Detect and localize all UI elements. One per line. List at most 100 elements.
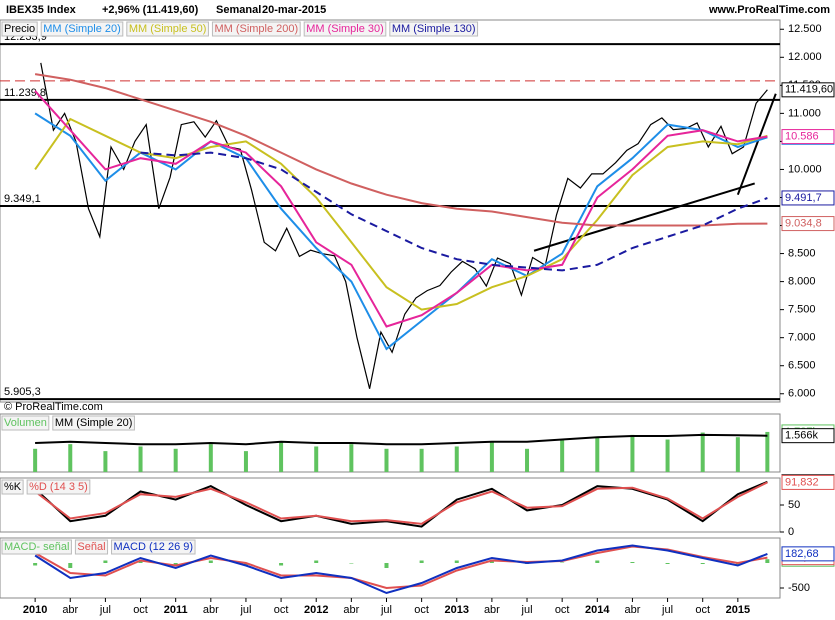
x-tick-label: 2015: [726, 604, 750, 616]
bar: [33, 563, 38, 566]
legend-entry: Precio: [4, 23, 35, 35]
value-label-box: [781, 546, 835, 562]
value-label-box: [781, 129, 835, 145]
bar: [454, 446, 459, 472]
x-tick-label: jul: [380, 604, 392, 616]
bar: [173, 448, 178, 472]
legend-entry: MM (Simple 50): [129, 23, 207, 35]
bar: [349, 444, 354, 472]
legend-entry: %D (14 3 5): [29, 481, 88, 493]
x-tick-label: abr: [203, 604, 219, 616]
value-label: 1.566k: [785, 430, 819, 442]
value-label-box: [781, 216, 835, 232]
x-tick-label: jul: [521, 604, 533, 616]
bar: [765, 431, 770, 472]
legend-entry: %K: [4, 481, 22, 493]
legend-box: [40, 21, 124, 37]
bar: [279, 563, 284, 566]
value-label: 91,832: [785, 476, 819, 488]
bar: [489, 560, 494, 563]
series-line: [35, 433, 768, 446]
bar: [243, 451, 248, 472]
bar: [665, 563, 670, 564]
legend-box: [211, 21, 301, 37]
value-label-box: [781, 82, 835, 98]
legend-box: [303, 21, 387, 37]
panel-frame: [0, 537, 781, 599]
bar: [454, 560, 459, 563]
x-tick-label: jul: [99, 604, 111, 616]
legend-box: [389, 21, 479, 37]
legend-box: [111, 539, 196, 555]
bar: [68, 444, 73, 472]
level-label: 11.239,8: [4, 87, 46, 99]
value-label: 182,68: [785, 548, 819, 560]
bar: [419, 448, 424, 472]
x-tick-label: oct: [274, 604, 289, 616]
series-line: [40, 62, 768, 389]
series-line: [34, 90, 768, 328]
y-tick-label: 6.500: [788, 360, 816, 372]
bar: [560, 439, 565, 472]
bar: [630, 434, 635, 472]
series-line: [34, 544, 768, 595]
legend-entry: MM (Simple 200): [214, 23, 298, 35]
bar: [349, 563, 354, 564]
bar: [208, 560, 213, 563]
x-tick-label: jul: [661, 604, 673, 616]
bar: [735, 437, 740, 472]
legend-box: [1, 21, 38, 37]
x-tick-label: oct: [555, 604, 570, 616]
site: www.ProRealTime.com: [708, 4, 830, 16]
y-tick-label: 12.000: [788, 51, 822, 63]
value-label: 10.586: [785, 130, 819, 142]
panel-frame: [0, 413, 781, 473]
bar: [138, 560, 143, 563]
bar: [735, 563, 740, 566]
legend-box: [126, 21, 209, 37]
series-line: [140, 151, 768, 272]
legend-entry: MM (Simple 20): [55, 417, 133, 429]
x-tick-label: oct: [414, 604, 429, 616]
trendline: [736, 93, 777, 196]
value-label-box: [781, 428, 835, 444]
bar: [138, 446, 143, 472]
bar: [173, 563, 178, 566]
legend-entry: Volumen: [4, 417, 47, 429]
x-tick-label: 2013: [445, 604, 469, 616]
bar: [595, 560, 600, 563]
y-tick-label: 6.000: [788, 388, 816, 400]
y-tick-label: 7.000: [788, 332, 816, 344]
legend-entry: MM (Simple 130): [392, 23, 476, 35]
bar: [33, 448, 38, 472]
bar: [314, 446, 319, 472]
x-tick-label: abr: [343, 604, 359, 616]
bar: [384, 448, 389, 472]
bar: [419, 560, 424, 563]
change: +2,96% (11.419,60): [102, 4, 199, 16]
x-tick-label: 2010: [23, 604, 47, 616]
y-tick-label: 11.000: [788, 107, 821, 119]
bar: [765, 559, 770, 563]
bar: [243, 563, 248, 566]
y-tick-label: 50: [788, 499, 800, 511]
period: Semanal: [216, 4, 261, 16]
value-label: 11.419,60: [785, 84, 833, 96]
bar: [665, 439, 670, 472]
legend-box: [26, 479, 91, 495]
symbol: IBEX35 Index: [6, 4, 77, 16]
y-tick-label: 8.000: [788, 276, 816, 288]
series-line: [34, 481, 768, 525]
bar: [489, 441, 494, 472]
level-label: 9.349,1: [4, 193, 41, 205]
bar: [103, 560, 108, 563]
value-label-box: [781, 474, 835, 490]
x-tick-label: oct: [695, 604, 710, 616]
y-tick-label: 8.500: [788, 247, 816, 259]
value-label: 9.491,7: [785, 192, 822, 204]
level-label: 5.905,3: [4, 386, 41, 398]
x-tick-label: abr: [624, 604, 640, 616]
legend-entry: MACD (12 26 9): [114, 541, 193, 553]
